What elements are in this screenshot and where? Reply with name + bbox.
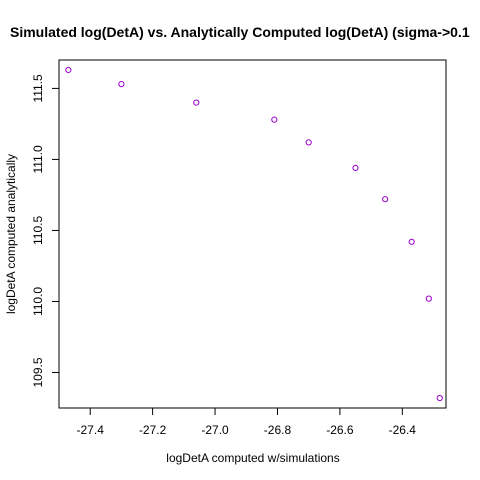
data-point <box>305 139 312 146</box>
x-tick-label: -26.4 <box>389 423 417 437</box>
y-tick-label: 110.5 <box>31 216 45 245</box>
data-point <box>118 81 125 88</box>
x-axis: -27.4 -27.2 -27.0 -26.8 -26.6 -26.4 <box>77 408 417 437</box>
x-tick-label: -26.6 <box>326 423 354 437</box>
x-tick-label: -26.8 <box>264 423 292 437</box>
x-tick-label: -27.2 <box>139 423 167 437</box>
data-point <box>382 196 389 203</box>
y-tick-label: 110.0 <box>31 287 45 316</box>
data-point <box>193 99 200 106</box>
chart-title: Simulated log(DetA) vs. Analytically Com… <box>10 24 470 40</box>
data-point <box>408 238 415 245</box>
x-tick-label: -27.4 <box>77 423 105 437</box>
data-point <box>436 394 443 402</box>
x-axis-label: logDetA computed w/simulations <box>166 451 339 465</box>
data-point <box>65 66 72 74</box>
y-tick-label: 111.0 <box>31 145 45 174</box>
data-point <box>352 164 359 172</box>
y-axis: 109.5 110.0 110.5 111.0 111.5 <box>31 74 59 388</box>
data-point <box>425 295 432 302</box>
y-axis-label: logDetA computed analytically <box>4 154 18 314</box>
data-points <box>65 66 443 402</box>
y-tick-label: 111.5 <box>31 74 45 103</box>
x-tick-label: -27.0 <box>201 423 229 437</box>
plot-frame <box>58 59 447 409</box>
y-tick-label: 109.5 <box>31 357 45 387</box>
data-point <box>271 116 278 123</box>
